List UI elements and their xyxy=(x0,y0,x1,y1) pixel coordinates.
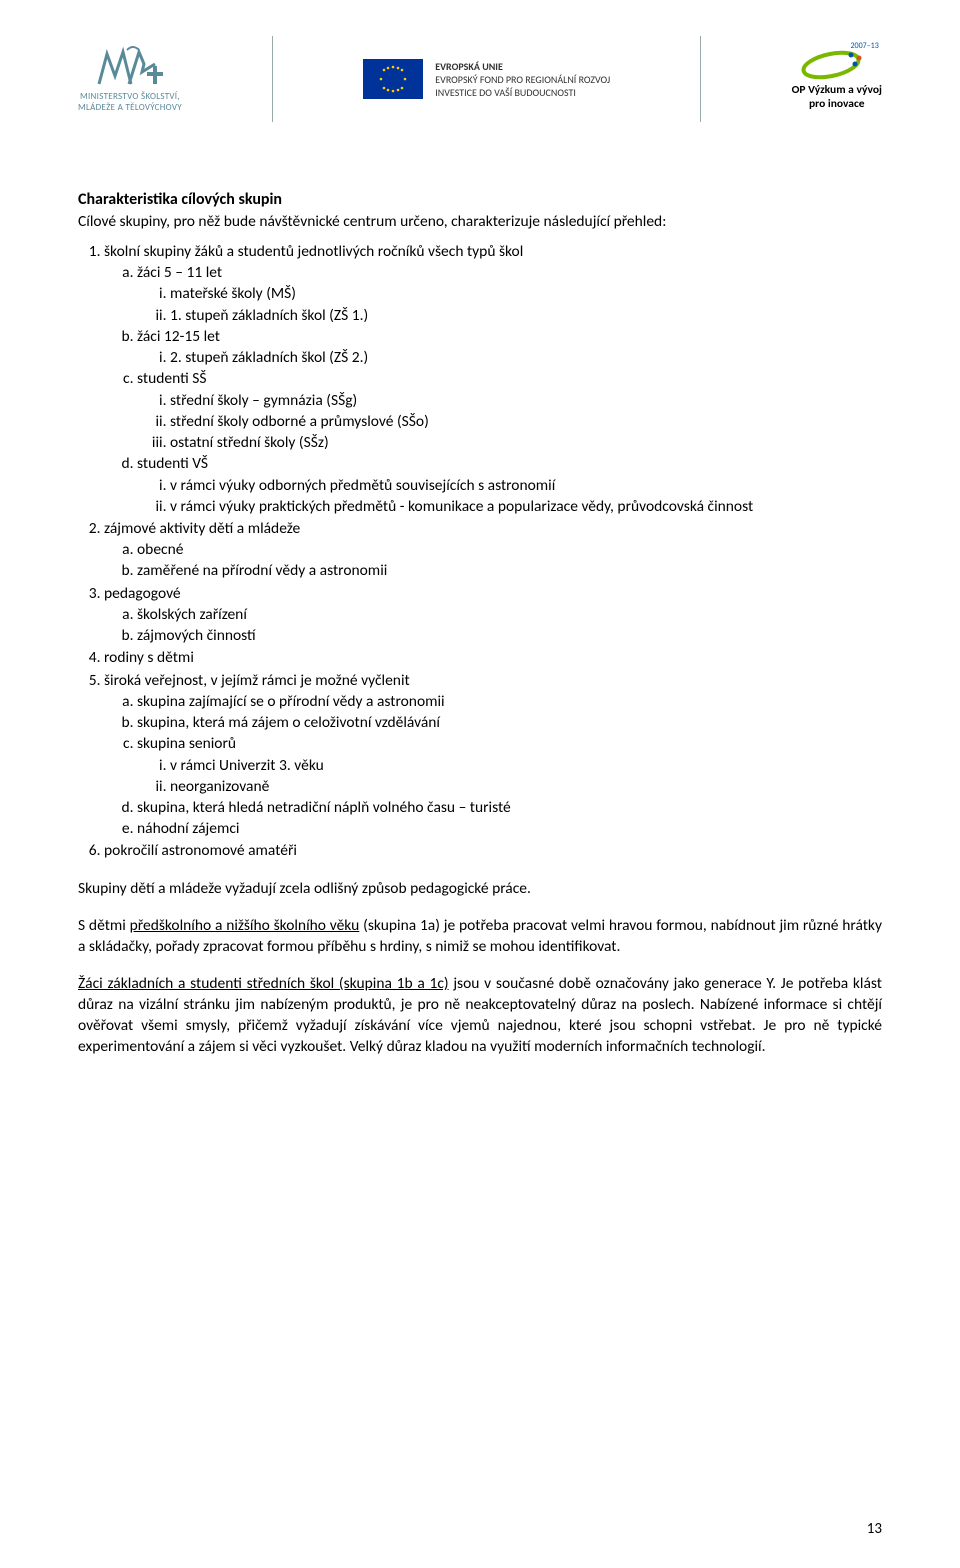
li-text: studenti VŠ xyxy=(137,454,208,473)
list-item: neorganizovaně xyxy=(170,776,882,797)
msmt-logo-icon xyxy=(95,44,165,88)
eu-flag-icon xyxy=(363,59,423,99)
list-item: skupina seniorů v rámci Univerzit 3. věk… xyxy=(137,733,882,797)
list-item: zájmové aktivity dětí a mládeže obecné z… xyxy=(104,518,882,582)
op-year: 2007–13 xyxy=(850,41,878,51)
p2-pre: S dětmi xyxy=(78,916,130,935)
li-text: pokročilí astronomové amatéři xyxy=(104,841,297,860)
header-divider-2 xyxy=(700,36,701,122)
msmt-text-line2: MLÁDEŽE A TĚLOVÝCHOVY xyxy=(78,103,182,114)
paragraph-2: S dětmi předškolního a nižšího školního … xyxy=(78,915,882,957)
paragraph-3: Žáci základních a studenti středních ško… xyxy=(78,973,882,1057)
li-text: školských zařízení xyxy=(137,605,247,624)
li-text: v rámci výuky praktických předmětů - kom… xyxy=(170,497,753,516)
li-text: žáci 5 – 11 let xyxy=(137,263,222,282)
li-text: široká veřejnost, v jejímž rámci je možn… xyxy=(104,671,410,690)
li-text: 2. stupeň základních škol (ZŠ 2.) xyxy=(170,348,368,367)
list-item: skupina zajímající se o přírodní vědy a … xyxy=(137,691,882,712)
li-text: skupina, která má zájem o celoživotní vz… xyxy=(137,713,440,732)
list-item: pedagogové školských zařízení zájmových … xyxy=(104,583,882,647)
li-text: pedagogové xyxy=(104,584,181,603)
list-item: žáci 5 – 11 let mateřské školy (MŠ) 1. s… xyxy=(137,262,882,326)
li-text: zaměřené na přírodní vědy a astronomii xyxy=(137,561,387,580)
list-item: školských zařízení xyxy=(137,604,882,625)
p3-underline: Žáci základních a studenti středních ško… xyxy=(78,974,449,993)
list-item: střední školy odborné a průmyslové (SŠo) xyxy=(170,411,882,432)
list-item: skupina, která má zájem o celoživotní vz… xyxy=(137,712,882,733)
li-text: 1. stupeň základních škol (ZŠ 1.) xyxy=(170,306,368,325)
intro-text: Cílové skupiny, pro něž bude návštěvnick… xyxy=(78,212,882,233)
list-item: mateřské školy (MŠ) xyxy=(170,283,882,304)
p2-underline: předškolního a nižšího školního věku xyxy=(130,916,360,935)
main-list: školní skupiny žáků a studentů jednotliv… xyxy=(104,241,882,862)
section-title: Charakteristika cílových skupin xyxy=(78,190,882,209)
list-item: v rámci výuky odborných předmětů souvise… xyxy=(170,475,882,496)
op-logo-block: 2007–13 OP Výzkum a vývoj pro inovace xyxy=(792,47,882,112)
list-item: zaměřené na přírodní vědy a astronomii xyxy=(137,560,882,581)
li-text: skupina zajímající se o přírodní vědy a … xyxy=(137,692,445,711)
li-text: mateřské školy (MŠ) xyxy=(170,284,296,303)
li-text: náhodní zájemci xyxy=(137,819,239,838)
op-text-line1: OP Výzkum a vývoj xyxy=(792,83,882,97)
list-item: žáci 12-15 let 2. stupeň základních škol… xyxy=(137,326,882,368)
list-item: rodiny s dětmi xyxy=(104,647,882,668)
page-number: 13 xyxy=(867,1520,882,1538)
li-text: zájmové aktivity dětí a mládeže xyxy=(104,519,300,538)
list-item: široká veřejnost, v jejímž rámci je možn… xyxy=(104,670,882,840)
list-item: v rámci výuky praktických předmětů - kom… xyxy=(170,496,882,517)
li-text: rodiny s dětmi xyxy=(104,648,194,667)
paragraph-1: Skupiny dětí a mládeže vyžadují zcela od… xyxy=(78,878,882,899)
list-item: v rámci Univerzit 3. věku xyxy=(170,755,882,776)
list-item: střední školy – gymnázia (SŠg) xyxy=(170,390,882,411)
li-text: žáci 12-15 let xyxy=(137,327,220,346)
list-item: ostatní střední školy (SŠz) xyxy=(170,432,882,453)
list-item: školní skupiny žáků a studentů jednotliv… xyxy=(104,241,882,517)
li-text: v rámci výuky odborných předmětů souvise… xyxy=(170,476,555,495)
li-text: v rámci Univerzit 3. věku xyxy=(170,756,324,775)
eu-line2: EVROPSKÝ FOND PRO REGIONÁLNÍ ROZVOJ xyxy=(435,73,610,86)
eu-line1: EVROPSKÁ UNIE xyxy=(435,60,610,73)
header-divider xyxy=(272,36,273,122)
li-text: střední školy odborné a průmyslové (SŠo) xyxy=(170,412,429,431)
li-text: skupina seniorů xyxy=(137,734,236,753)
document-content: Charakteristika cílových skupin Cílové s… xyxy=(78,190,882,1057)
page-header: MINISTERSTVO ŠKOLSTVÍ, MLÁDEŽE A TĚLOVÝC… xyxy=(78,36,882,140)
eu-logo-block: EVROPSKÁ UNIE EVROPSKÝ FOND PRO REGIONÁL… xyxy=(363,59,610,99)
li-text: ostatní střední školy (SŠz) xyxy=(170,433,329,452)
op-logo-icon: 2007–13 xyxy=(797,47,877,81)
list-item: skupina, která hledá netradiční náplň vo… xyxy=(137,797,882,818)
li-text: školní skupiny žáků a studentů jednotliv… xyxy=(104,242,523,261)
op-text-line2: pro inovace xyxy=(792,97,882,111)
list-item: zájmových činností xyxy=(137,625,882,646)
li-text: neorganizovaně xyxy=(170,777,269,796)
list-item: pokročilí astronomové amatéři xyxy=(104,840,882,861)
li-text: skupina, která hledá netradiční náplň vo… xyxy=(137,798,511,817)
li-text: střední školy – gymnázia (SŠg) xyxy=(170,391,357,410)
list-item: obecné xyxy=(137,539,882,560)
list-item: 2. stupeň základních škol (ZŠ 2.) xyxy=(170,347,882,368)
li-text: obecné xyxy=(137,540,183,559)
li-text: studenti SŠ xyxy=(137,369,206,388)
li-text: zájmových činností xyxy=(137,626,256,645)
msmt-logo-block: MINISTERSTVO ŠKOLSTVÍ, MLÁDEŽE A TĚLOVÝC… xyxy=(78,44,182,114)
list-item: studenti VŠ v rámci výuky odborných před… xyxy=(137,453,882,517)
list-item: studenti SŠ střední školy – gymnázia (SŠ… xyxy=(137,368,882,453)
list-item: náhodní zájemci xyxy=(137,818,882,839)
list-item: 1. stupeň základních škol (ZŠ 1.) xyxy=(170,305,882,326)
eu-line3: INVESTICE DO VAŠÍ BUDOUCNOSTI xyxy=(435,86,610,99)
